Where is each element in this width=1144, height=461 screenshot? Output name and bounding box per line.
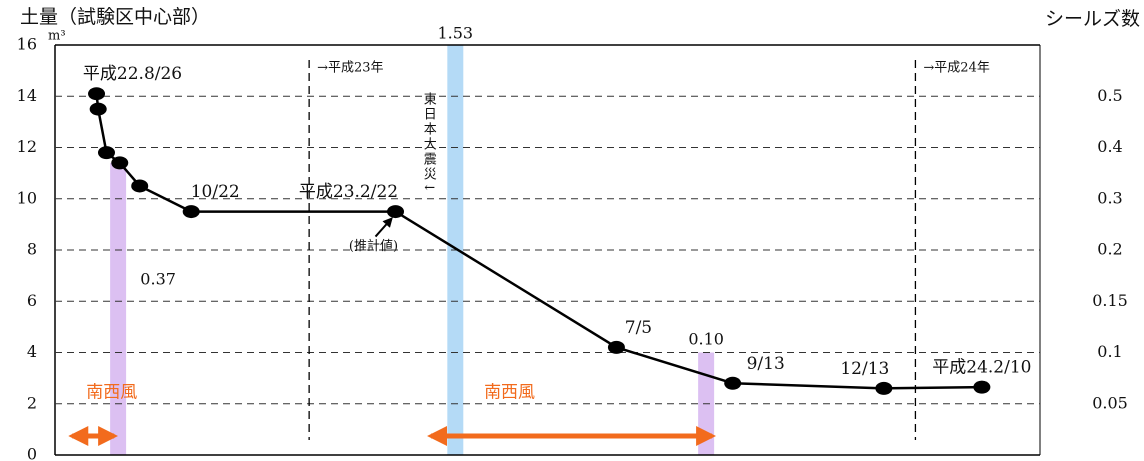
point [387, 205, 405, 219]
point [111, 156, 129, 170]
y-unit: m³ [48, 29, 66, 44]
y2-tick-label: 0.3 [1097, 188, 1122, 207]
y-tick-label: 0 [27, 445, 37, 461]
point [973, 380, 991, 394]
y-tick-label: 16 [17, 35, 37, 54]
plot-area [110, 45, 715, 455]
wind-label: 南西風 [484, 383, 535, 403]
point [724, 376, 742, 390]
point-label: 平成23.2/22 [299, 182, 398, 202]
point-label: 平成24.2/10 [932, 358, 1031, 378]
point-label: 平成22.8/26 [83, 64, 182, 84]
bar-value-label: 0.37 [140, 270, 176, 289]
quake-label: 東日本大震災↓ [421, 91, 437, 194]
y-tick-label: 12 [17, 137, 37, 156]
wind-label: 南西風 [86, 383, 137, 403]
y-tick-label: 4 [27, 342, 37, 361]
y2-tick-label: 0.15 [1092, 291, 1128, 310]
y2-tick-label: 0.2 [1097, 240, 1122, 259]
point [607, 340, 625, 354]
y-tick-label: 10 [17, 188, 37, 207]
estimate-arrow [374, 217, 393, 238]
y2-tick-label: 0.05 [1092, 393, 1128, 412]
y2-title: シールズ数 [1045, 8, 1140, 30]
y-tick-label: 6 [27, 291, 37, 310]
y-tick-label: 14 [17, 86, 37, 105]
point [875, 381, 893, 395]
point [182, 205, 200, 219]
bar-value-label: 1.53 [437, 24, 473, 43]
line [95, 93, 982, 390]
point-label: 12/13 [840, 359, 889, 379]
point-label: 10/22 [191, 182, 240, 202]
y2-tick-label: 0.1 [1097, 342, 1122, 361]
y2-tick-label: 0.5 [1097, 86, 1122, 105]
point [89, 102, 107, 116]
point-label: 9/13 [747, 354, 785, 374]
chart-title: 土量（試験区中心部） [20, 6, 210, 28]
year-label: →平成24年 [923, 61, 989, 76]
estimate-label: (推計値) [349, 238, 398, 254]
year-label: →平成23年 [317, 61, 383, 76]
bar-value-label: 0.10 [688, 330, 724, 349]
y-tick-label: 2 [27, 393, 37, 412]
point [88, 87, 106, 101]
point [97, 146, 115, 160]
point-label: 7/5 [625, 318, 652, 338]
point [131, 179, 149, 193]
y-tick-label: 8 [27, 240, 37, 259]
bar [110, 162, 127, 455]
y2-tick-label: 0.4 [1097, 137, 1122, 156]
